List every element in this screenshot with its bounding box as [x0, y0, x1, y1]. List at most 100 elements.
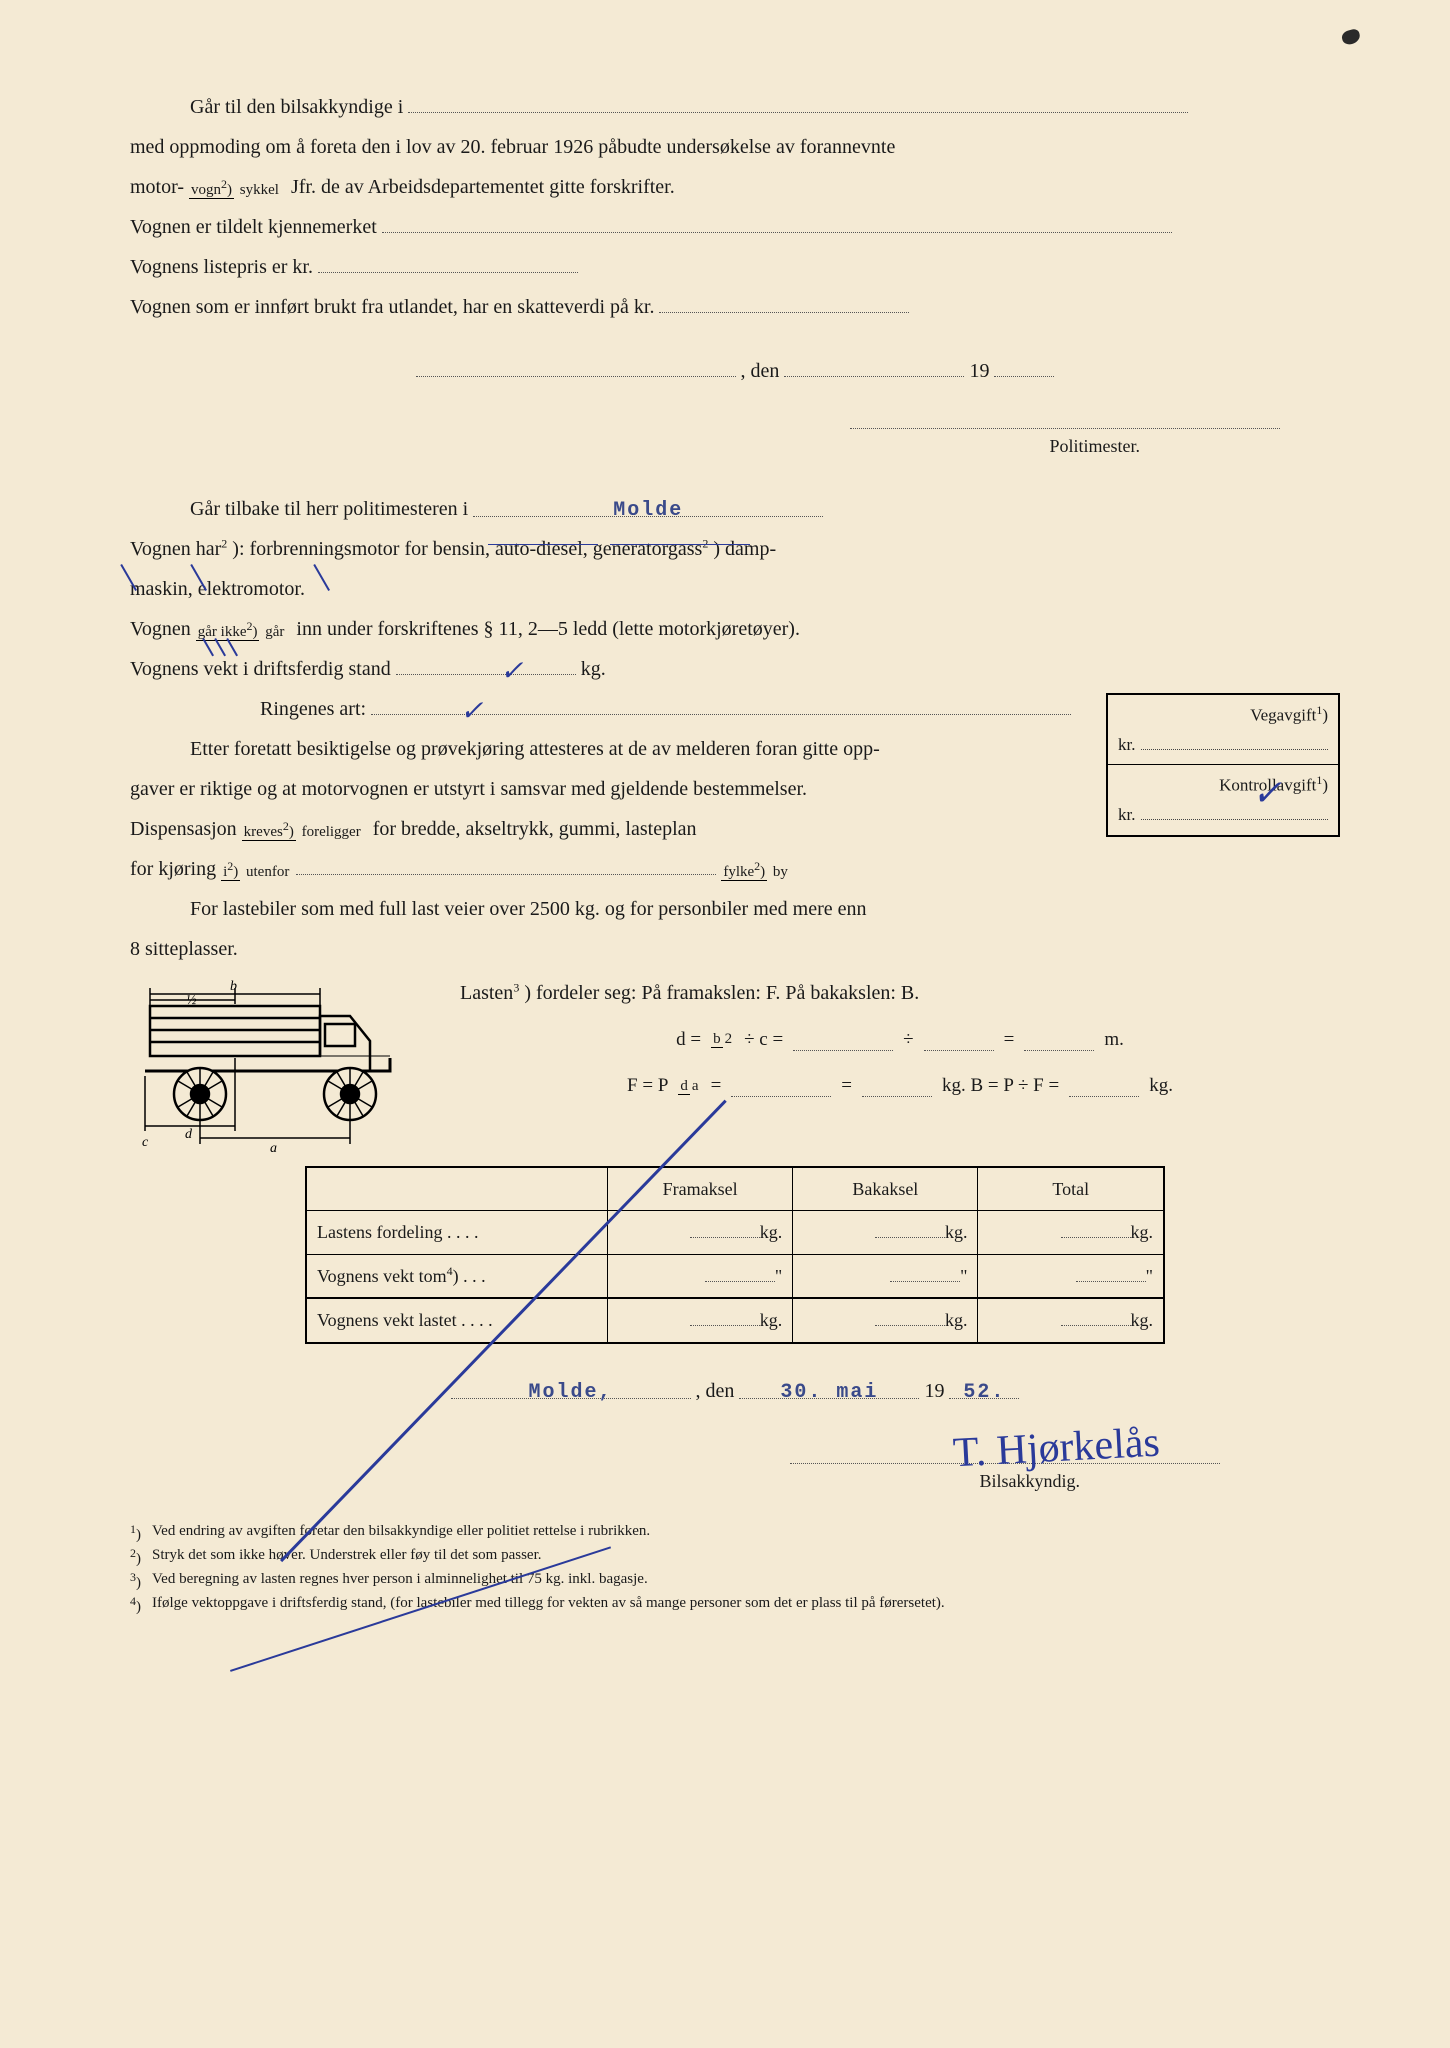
truck-diagram: b ½ d c a	[130, 976, 430, 1156]
text: for kjøring	[130, 858, 216, 880]
blank-field[interactable]	[408, 90, 1188, 113]
fraction-gar: går ikke2) går	[196, 620, 287, 641]
text: maskin, elektromotor.	[130, 578, 305, 600]
pen-strike	[488, 544, 598, 546]
blank-field[interactable]	[659, 290, 909, 313]
blank-place[interactable]	[416, 354, 736, 377]
table-cell[interactable]: "	[978, 1254, 1164, 1298]
line-request: med oppmoding om å foreta den i lov av 2…	[130, 130, 1340, 164]
table-row: Vognens vekt tom4) . . . " " "	[306, 1254, 1164, 1298]
footnotes: 1)Ved endring av avgiften foretar den bi…	[130, 1521, 1340, 1618]
line-motor: motor- vogn2) sykkel Jfr. de av Arbeidsd…	[130, 170, 1340, 204]
svg-text:a: a	[270, 1141, 277, 1156]
text: Jfr. de av Arbeidsdepartementet gitte fo…	[291, 176, 675, 198]
line-recipient: Går til den bilsakkyndige i	[130, 90, 1340, 124]
blank-field[interactable]	[296, 852, 716, 875]
table-header-row: Framaksel Bakaksel Total	[306, 1167, 1164, 1211]
signature-block-1: Politimester.	[130, 428, 1340, 462]
line-kjennemerke: Vognen er tildelt kjennemerket	[130, 210, 1340, 244]
text: ): forbrenningsmotor for bensin, auto-di…	[232, 538, 702, 560]
blank-field[interactable]	[1024, 1029, 1094, 1051]
blank-field[interactable]	[318, 250, 578, 273]
blank-field[interactable]	[396, 652, 576, 675]
date-line-2: Molde, , den 30. mai 19 52.	[130, 1374, 1340, 1408]
table-cell[interactable]: kg.	[608, 1211, 793, 1255]
blank-field[interactable]	[382, 210, 1172, 233]
filled-date[interactable]: 30. mai	[739, 1376, 919, 1399]
row-label: Vognens vekt lastet . . . .	[306, 1298, 608, 1343]
filled-place[interactable]: Molde,	[451, 1376, 691, 1399]
line-vekt: Vognens vekt i driftsferdig stand kg. ✓	[130, 652, 1340, 686]
line-return: Går tilbake til herr politimesteren i Mo…	[130, 492, 1340, 526]
table-header: Total	[978, 1167, 1164, 1211]
blank-date[interactable]	[784, 354, 964, 377]
pen-strike	[314, 564, 330, 591]
text: motor-	[130, 176, 184, 198]
svg-text:d: d	[185, 1127, 193, 1142]
line-lastebiler: For lastebiler som med full last veier o…	[130, 892, 1340, 926]
text: For lastebiler som med full last veier o…	[190, 898, 866, 920]
blank-field[interactable]	[731, 1075, 831, 1097]
formula-block: Lasten3 ) fordeler seg: På framakslen: F…	[460, 976, 1340, 1103]
pen-checkmark: ✓	[460, 688, 483, 736]
fee-kontrollavgift: Kontrollavgift1) kr. ✓	[1108, 765, 1338, 834]
text: Vognen	[130, 618, 191, 640]
filled-place[interactable]: Molde	[473, 494, 823, 517]
text: inn under forskriftenes § 11, 2—5 ledd (…	[296, 618, 800, 640]
table-cell[interactable]: kg.	[793, 1298, 978, 1343]
text: Ringenes art:	[260, 698, 366, 720]
text: ) fordeler seg: På framakslen: F. På bak…	[524, 982, 919, 1004]
filled-year[interactable]: 52.	[949, 1376, 1019, 1399]
table-cell[interactable]: kg.	[978, 1211, 1164, 1255]
fraction-utenfor: i2) utenfor	[221, 860, 291, 881]
line-ringenes-art: Ringenes art: ✓	[130, 692, 1340, 726]
text: gaver er riktige og at motorvognen er ut…	[130, 778, 807, 800]
blank-year[interactable]	[994, 354, 1054, 377]
fraction-fylke-by: fylke2) by	[721, 860, 790, 881]
signature-label: Politimester.	[130, 431, 1140, 462]
table-cell[interactable]: "	[608, 1254, 793, 1298]
text: for bredde, akseltrykk, gummi, lasteplan	[373, 818, 697, 840]
table-header: Framaksel	[608, 1167, 793, 1211]
blank-field[interactable]	[1069, 1075, 1139, 1097]
pen-checkmark: ✓	[500, 648, 523, 696]
footnote: 2)Stryk det som ikke høver. Understrek e…	[130, 1545, 1340, 1569]
text: Vognens listepris er kr.	[130, 256, 313, 278]
table-cell[interactable]: kg.	[793, 1211, 978, 1255]
formula-f: F = P da = = kg. B = P ÷ F = kg.	[460, 1070, 1340, 1102]
svg-text:c: c	[142, 1135, 149, 1150]
line-listepris: Vognens listepris er kr.	[130, 250, 1340, 284]
footnote: 3)Ved beregning av lasten regnes hver pe…	[130, 1569, 1340, 1593]
blank-field[interactable]	[862, 1075, 932, 1097]
text: Etter foretatt besiktigelse og prøvekjør…	[190, 738, 880, 760]
line-lasten: Lasten3 ) fordeler seg: På framakslen: F…	[460, 976, 1340, 1010]
table-header	[306, 1167, 608, 1211]
table-row: Vognens vekt lastet . . . . kg. kg. kg.	[306, 1298, 1164, 1343]
footnote: 1)Ved endring av avgiften foretar den bi…	[130, 1521, 1340, 1545]
date-line-1: , den 19	[130, 354, 1340, 388]
document-page: Går til den bilsakkyndige i med oppmodin…	[0, 0, 1450, 2048]
text: med oppmoding om å foreta den i lov av 2…	[130, 136, 895, 158]
fraction-kreves: kreves2) foreligger	[242, 820, 363, 841]
table-row: Lastens fordeling . . . . kg. kg. kg.	[306, 1211, 1164, 1255]
blank-field[interactable]	[924, 1029, 994, 1051]
text: Vognen har	[130, 538, 221, 560]
weight-table: Framaksel Bakaksel Total Lastens fordeli…	[305, 1166, 1165, 1344]
svg-text:½: ½	[186, 993, 197, 1008]
signature-label: Bilsakkyndig.	[130, 1466, 1080, 1497]
table-header: Bakaksel	[793, 1167, 978, 1211]
blank-field[interactable]	[1141, 749, 1328, 750]
table-cell[interactable]: "	[793, 1254, 978, 1298]
text: Dispensasjon	[130, 818, 237, 840]
pen-strike	[610, 544, 750, 546]
text: Vognens vekt i driftsferdig stand	[130, 658, 391, 680]
blank-field[interactable]	[793, 1029, 893, 1051]
text: Vognen er tildelt kjennemerket	[130, 216, 377, 238]
svg-text:b: b	[230, 979, 237, 994]
text: Lasten	[460, 982, 513, 1004]
table-cell[interactable]: kg.	[978, 1298, 1164, 1343]
truck-formula-row: b ½ d c a Lasten3 ) fordeler seg: På fra…	[130, 976, 1340, 1156]
blank-field[interactable]	[1141, 819, 1328, 820]
table-cell[interactable]: kg.	[608, 1298, 793, 1343]
fraction-vogn-sykkel: vogn2) sykkel	[189, 178, 281, 199]
